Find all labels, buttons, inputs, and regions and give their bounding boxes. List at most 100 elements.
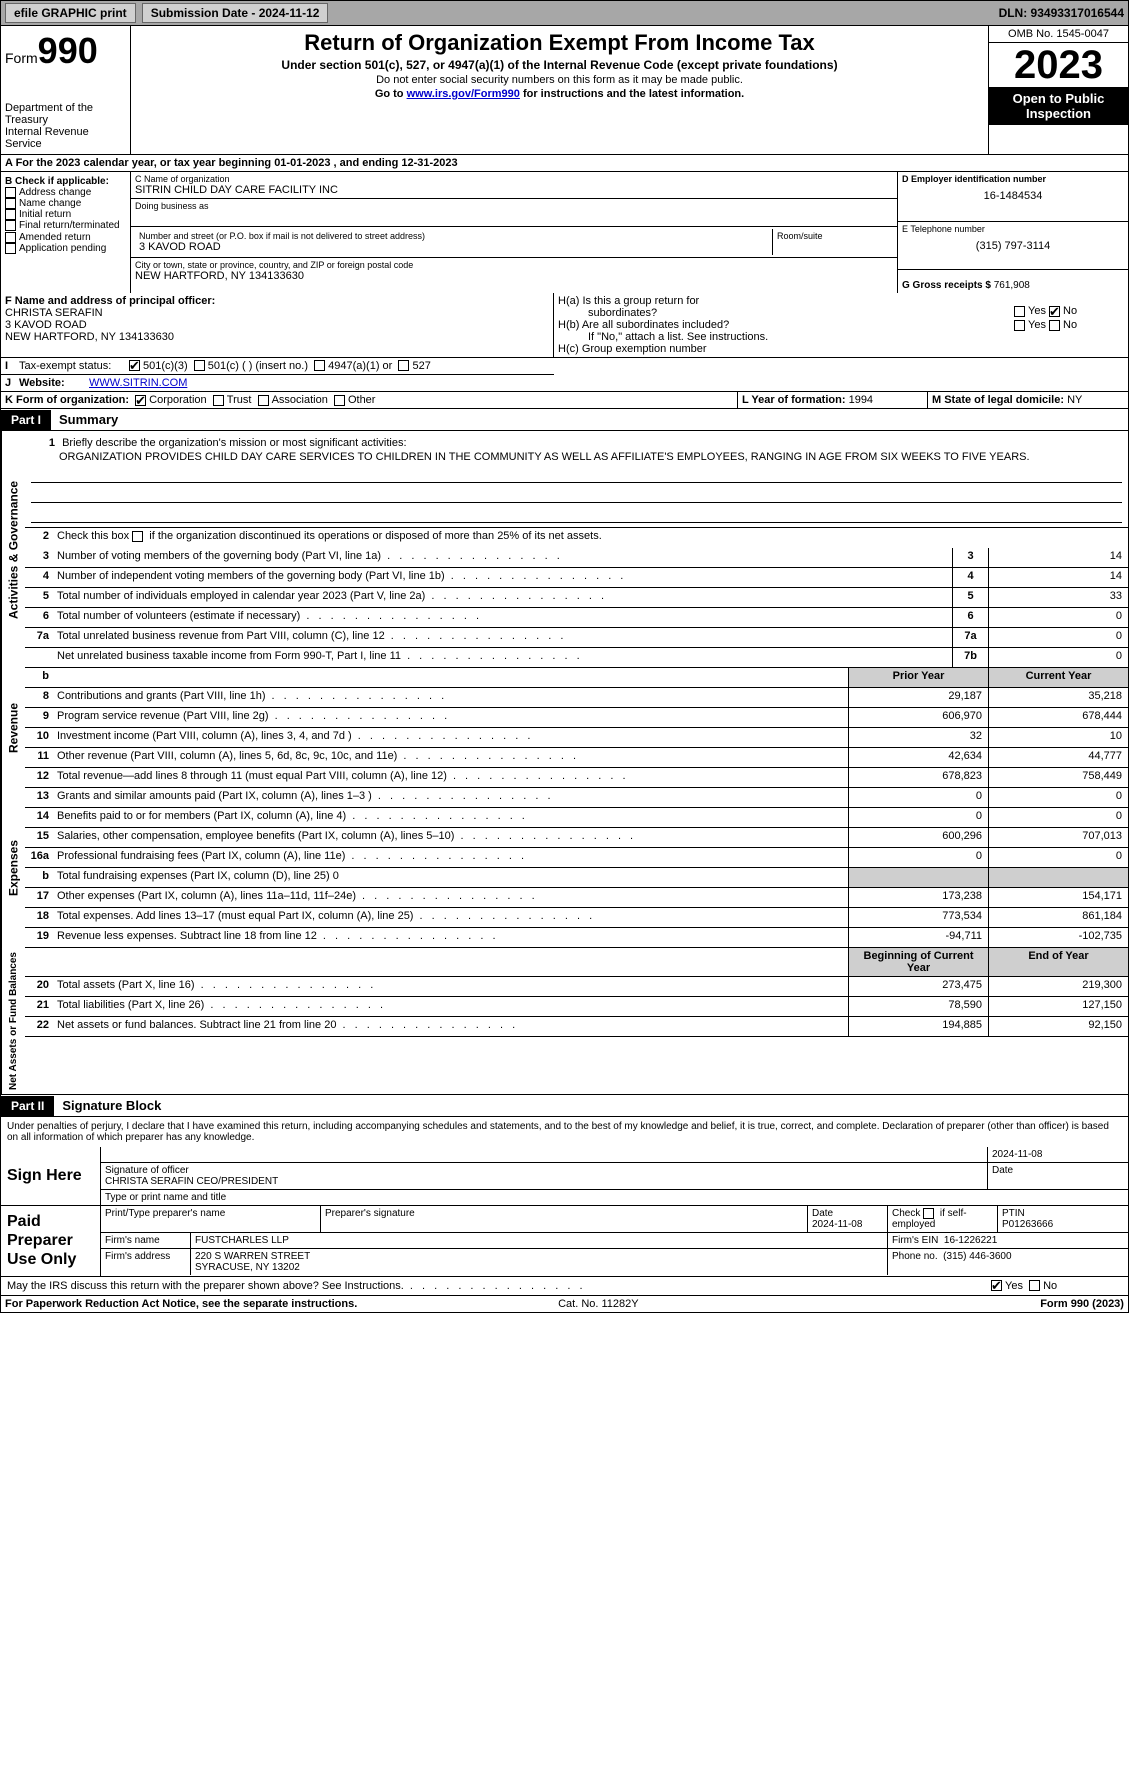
city: NEW HARTFORD, NY 134133630 (135, 270, 893, 282)
firm-ein: 16-1226221 (944, 1235, 997, 1246)
box-b-title: B Check if applicable: (5, 176, 126, 187)
hb-label: H(b) Are all subordinates included? (558, 319, 1014, 331)
gov-line-desc: Total unrelated business revenue from Pa… (53, 628, 952, 647)
check-initial-return[interactable] (5, 209, 16, 220)
check-assoc[interactable] (258, 395, 269, 406)
efile-button[interactable]: efile GRAPHIC print (5, 3, 136, 23)
date-label: Date (988, 1163, 1128, 1189)
gov-line-amt: 0 (988, 628, 1128, 647)
gov-line-desc: Net unrelated business taxable income fr… (53, 648, 952, 667)
side-expenses: Expenses (1, 788, 25, 948)
gov-line-desc: Total number of volunteers (estimate if … (53, 608, 952, 627)
ein: 16-1484534 (902, 190, 1124, 202)
check-527[interactable] (398, 360, 409, 371)
prep-name-label: Print/Type preparer's name (101, 1206, 321, 1232)
line-prior: 32 (848, 728, 988, 747)
discuss-yes[interactable] (991, 1280, 1002, 1291)
city-label: City or town, state or province, country… (135, 260, 893, 270)
irs-link[interactable]: www.irs.gov/Form990 (407, 88, 520, 100)
phone-label: E Telephone number (902, 224, 1124, 234)
phone: (315) 797-3114 (902, 240, 1124, 252)
hc-label: H(c) Group exemption number (558, 343, 1124, 355)
line-desc: Net assets or fund balances. Subtract li… (53, 1017, 848, 1036)
discuss-no[interactable] (1029, 1280, 1040, 1291)
gov-line-amt: 33 (988, 588, 1128, 607)
firm-ein-label: Firm's EIN (892, 1235, 938, 1246)
line-current: 0 (988, 808, 1128, 827)
part1-tag: Part I (1, 410, 51, 430)
officer-addr1: 3 KAVOD ROAD (5, 319, 549, 331)
line-prior: 0 (848, 848, 988, 867)
col-end: End of Year (988, 948, 1128, 976)
line-current: 219,300 (988, 977, 1128, 996)
line-prior: 0 (848, 808, 988, 827)
gov-line-desc: Number of voting members of the governin… (53, 548, 952, 567)
hb-note: If "No," attach a list. See instructions… (588, 331, 1124, 343)
check-address-change[interactable] (5, 187, 16, 198)
line-current: 861,184 (988, 908, 1128, 927)
sign-section: Sign Here 2024-11-08 Signature of office… (0, 1147, 1129, 1296)
check-501c3[interactable] (129, 360, 140, 371)
check-501c[interactable] (194, 360, 205, 371)
line-prior: 0 (848, 788, 988, 807)
col-current: Current Year (988, 668, 1128, 687)
ha-label: H(a) Is this a group return for (558, 295, 699, 307)
form-prefix: Form (5, 50, 38, 66)
sig-officer: CHRISTA SERAFIN CEO/PRESIDENT (105, 1176, 983, 1187)
org-name: SITRIN CHILD DAY CARE FACILITY INC (135, 184, 893, 196)
part2-title: Signature Block (54, 1095, 169, 1116)
section-net-assets: Net Assets or Fund Balances Beginning of… (0, 948, 1129, 1095)
line-prior: 606,970 (848, 708, 988, 727)
form-subtitle-3: Go to www.irs.gov/Form990 for instructio… (135, 88, 984, 100)
check-trust[interactable] (213, 395, 224, 406)
check-self-employed[interactable] (923, 1208, 934, 1219)
check-corp[interactable] (135, 395, 146, 406)
line-prior: 773,534 (848, 908, 988, 927)
check-name-change[interactable] (5, 198, 16, 209)
line-prior: 194,885 (848, 1017, 988, 1036)
check-amended[interactable] (5, 232, 16, 243)
year-formation: 1994 (849, 394, 873, 406)
street: 3 KAVOD ROAD (139, 241, 768, 253)
website-link[interactable]: WWW.SITRIN.COM (89, 377, 187, 389)
line-prior: 600,296 (848, 828, 988, 847)
line-desc: Salaries, other compensation, employee b… (53, 828, 848, 847)
line-16b: Total fundraising expenses (Part IX, col… (53, 868, 848, 887)
check-application-pending[interactable] (5, 243, 16, 254)
form-header: Form990 Department of the Treasury Inter… (0, 26, 1129, 155)
gov-line-amt: 0 (988, 608, 1128, 627)
line-desc: Total assets (Part X, line 16) (53, 977, 848, 996)
submission-date: Submission Date - 2024-11-12 (142, 3, 329, 23)
hb-yes[interactable] (1014, 320, 1025, 331)
line-prior: -94,711 (848, 928, 988, 947)
part1-title: Summary (51, 409, 126, 430)
check-4947[interactable] (314, 360, 325, 371)
check-discontinued[interactable] (132, 531, 143, 542)
gov-line-box: 5 (952, 588, 988, 607)
irs-label: Internal Revenue Service (5, 126, 126, 150)
line-prior: 273,475 (848, 977, 988, 996)
form-subtitle-2: Do not enter social security numbers on … (135, 74, 984, 86)
check-final-return[interactable] (5, 220, 16, 231)
gov-line-box: 6 (952, 608, 988, 627)
part1-header: Part I Summary (0, 409, 1129, 431)
gross-receipts: 761,908 (994, 280, 1030, 291)
firm-name-label: Firm's name (101, 1233, 191, 1248)
line-desc: Investment income (Part VIII, column (A)… (53, 728, 848, 747)
ptin: P01263666 (1002, 1219, 1124, 1230)
year-formation-label: L Year of formation: (742, 394, 846, 406)
penalty-text: Under penalties of perjury, I declare th… (0, 1117, 1129, 1147)
footer: For Paperwork Reduction Act Notice, see … (0, 1296, 1129, 1313)
domicile-label: M State of legal domicile: (932, 394, 1064, 406)
line-desc: Professional fundraising fees (Part IX, … (53, 848, 848, 867)
officer-label: F Name and address of principal officer: (5, 295, 549, 307)
gov-line-box: 7b (952, 648, 988, 667)
ha-yes[interactable] (1014, 306, 1025, 317)
line-desc: Other revenue (Part VIII, column (A), li… (53, 748, 848, 767)
check-other[interactable] (334, 395, 345, 406)
line-desc: Grants and similar amounts paid (Part IX… (53, 788, 848, 807)
hb-no[interactable] (1049, 320, 1060, 331)
ha-label2: subordinates? (588, 307, 657, 319)
footer-right: Form 990 (2023) (1040, 1298, 1124, 1310)
ha-no[interactable] (1049, 306, 1060, 317)
